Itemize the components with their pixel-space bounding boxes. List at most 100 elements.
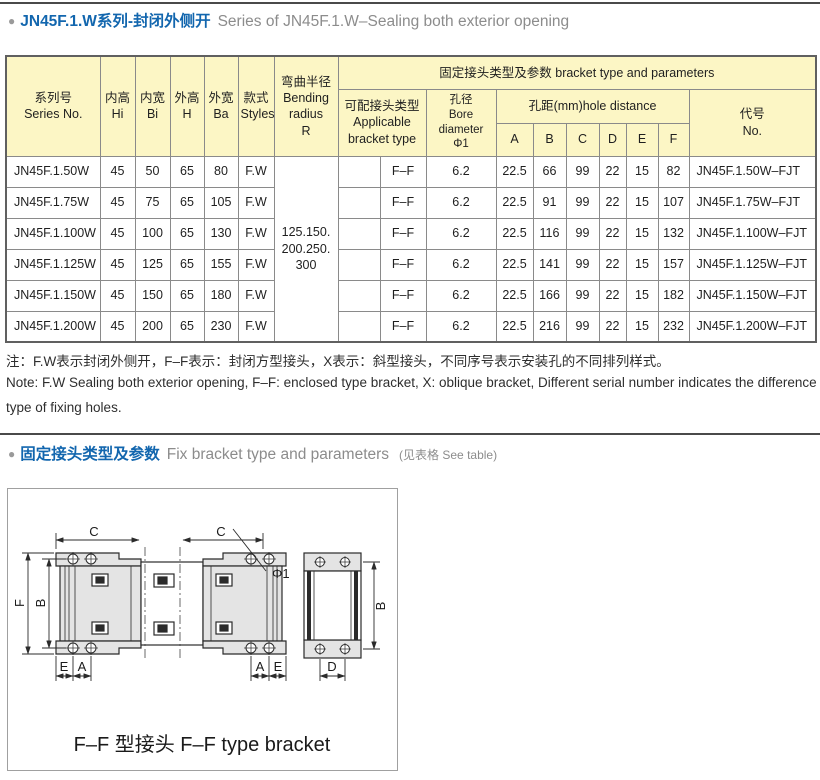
cell-b: 216 — [532, 310, 567, 343]
cell-style: F.W — [237, 155, 275, 188]
dim-label-a-left: A — [78, 659, 87, 674]
cell-bore: 6.2 — [425, 217, 497, 250]
cell-h: 65 — [169, 155, 205, 188]
cell-ba: 105 — [203, 186, 239, 219]
cell-d: 22 — [598, 186, 627, 219]
cell-f: 157 — [657, 248, 690, 281]
cell-bracket: F–F — [379, 186, 427, 219]
cell-a: 22.5 — [495, 248, 534, 281]
cell-a: 22.5 — [495, 279, 534, 312]
bracket-spacer-cell — [337, 279, 381, 312]
col-header-ba: 外宽 Ba — [203, 55, 239, 157]
bracket-spacer-cell — [337, 248, 381, 281]
col-header-d: D — [598, 122, 627, 157]
section-divider — [0, 433, 820, 435]
cell-e: 15 — [625, 248, 659, 281]
table-row: JN45F.1.50W 45 50 65 80 F.W 125.150. 200… — [5, 155, 817, 343]
bracket-technical-drawing: C C F B E A A E Φ1 B D F–F 型接头 F–F type … — [12, 524, 388, 756]
col-header-b: B — [532, 122, 567, 157]
cell-d: 22 — [598, 310, 627, 343]
cell-b: 166 — [532, 279, 567, 312]
section1-title-en: Series of JN45F.1.W–Sealing both exterio… — [217, 13, 570, 30]
dim-label-c-right: C — [216, 524, 225, 539]
cell-a: 22.5 — [495, 186, 534, 219]
cell-bore: 6.2 — [425, 248, 497, 281]
cell-no: JN45F.1.50W–FJT — [688, 155, 817, 188]
dim-label-f: F — [12, 599, 27, 607]
cell-f: 82 — [657, 155, 690, 188]
cell-hi: 45 — [99, 279, 136, 312]
cell-b: 141 — [532, 248, 567, 281]
cell-a: 22.5 — [495, 310, 534, 343]
col-header-bore-diameter: 孔径 Bore diameter Φ1 — [425, 88, 497, 157]
cell-series: JN45F.1.50W — [5, 155, 101, 188]
cell-e: 15 — [625, 310, 659, 343]
cell-series: JN45F.1.125W — [5, 248, 101, 281]
cell-style: F.W — [237, 310, 275, 343]
cell-bending-radius: 125.150. 200.250. 300 — [273, 155, 339, 343]
cell-d: 22 — [598, 155, 627, 188]
col-header-series: 系列号 Series No. — [5, 55, 101, 157]
cell-a: 22.5 — [495, 217, 534, 250]
cell-bi: 75 — [134, 186, 171, 219]
cell-ba: 155 — [203, 248, 239, 281]
drawing-caption: F–F 型接头 F–F type bracket — [74, 733, 331, 756]
cell-bi: 200 — [134, 310, 171, 343]
cell-style: F.W — [237, 217, 275, 250]
dim-label-b-left: B — [33, 599, 48, 608]
cell-f: 107 — [657, 186, 690, 219]
cell-e: 15 — [625, 186, 659, 219]
dim-label-b-right: B — [373, 602, 388, 611]
table-row: JN45F.1.100W 45 100 65 130 F.W F–F 6.2 2… — [5, 217, 817, 250]
bracket-spacer-cell — [337, 155, 381, 188]
cell-series: JN45F.1.200W — [5, 310, 101, 343]
bracket-spacer-cell — [337, 217, 381, 250]
spec-table: 系列号 Series No. 内高 Hi 内宽 Bi 外高 H 外宽 Ba 款式… — [5, 55, 818, 343]
note-en-line2: type of fixing holes. — [6, 400, 122, 415]
cell-bracket: F–F — [379, 279, 427, 312]
section2-title-en: Fix bracket type and parameters — [166, 446, 390, 463]
cell-d: 22 — [598, 248, 627, 281]
table-row: JN45F.1.125W 45 125 65 155 F.W F–F 6.2 2… — [5, 248, 817, 281]
cell-bore: 6.2 — [425, 279, 497, 312]
cell-h: 65 — [169, 186, 205, 219]
cell-hi: 45 — [99, 248, 136, 281]
cell-hi: 45 — [99, 155, 136, 188]
cell-bi: 125 — [134, 248, 171, 281]
cell-b: 116 — [532, 217, 567, 250]
cell-a: 22.5 — [495, 155, 534, 188]
bracket-drawing-box: C C F B E A A E Φ1 B D F–F 型接头 F–F type … — [7, 488, 398, 771]
col-header-styles: 款式 Styles — [237, 55, 275, 157]
cell-b: 66 — [532, 155, 567, 188]
cell-series: JN45F.1.100W — [5, 217, 101, 250]
cell-series: JN45F.1.75W — [5, 186, 101, 219]
cell-c: 99 — [565, 310, 600, 343]
cell-ba: 230 — [203, 310, 239, 343]
note-en-line1: Note: F.W Sealing both exterior opening,… — [6, 375, 820, 390]
cell-h: 65 — [169, 217, 205, 250]
cell-no: JN45F.1.100W–FJT — [688, 217, 817, 250]
dim-label-d: D — [327, 659, 336, 674]
table-row: JN45F.1.200W 45 200 65 230 F.W F–F 6.2 2… — [5, 310, 817, 343]
col-header-hi: 内高 Hi — [99, 55, 136, 157]
cell-style: F.W — [237, 186, 275, 219]
section2-heading: ● 固定接头类型及参数 Fix bracket type and parameter… — [8, 442, 497, 464]
bullet-icon: ● — [8, 447, 16, 461]
col-header-hole-distance: 孔距(mm)hole distance — [495, 88, 690, 124]
col-header-applicable-bracket: 可配接头类型 Applicable bracket type — [337, 88, 427, 157]
cell-bore: 6.2 — [425, 186, 497, 219]
cell-bi: 100 — [134, 217, 171, 250]
section2-see-table: (见表格 See table) — [399, 448, 498, 462]
col-header-a: A — [495, 122, 534, 157]
col-header-no: 代号 No. — [688, 88, 817, 157]
section1-title-zh: JN45F.1.W系列-封闭外侧开 — [20, 13, 211, 30]
col-header-bi: 内宽 Bi — [134, 55, 171, 157]
bracket-spacer-cell — [337, 310, 381, 343]
table-row: JN45F.1.75W 45 75 65 105 F.W F–F 6.2 22.… — [5, 186, 817, 219]
section1-heading: ● JN45F.1.W系列-封闭外侧开 Series of JN45F.1.W–Se… — [8, 9, 569, 31]
cell-c: 99 — [565, 217, 600, 250]
cell-e: 15 — [625, 217, 659, 250]
cell-ba: 180 — [203, 279, 239, 312]
cell-c: 99 — [565, 279, 600, 312]
cell-ba: 80 — [203, 155, 239, 188]
